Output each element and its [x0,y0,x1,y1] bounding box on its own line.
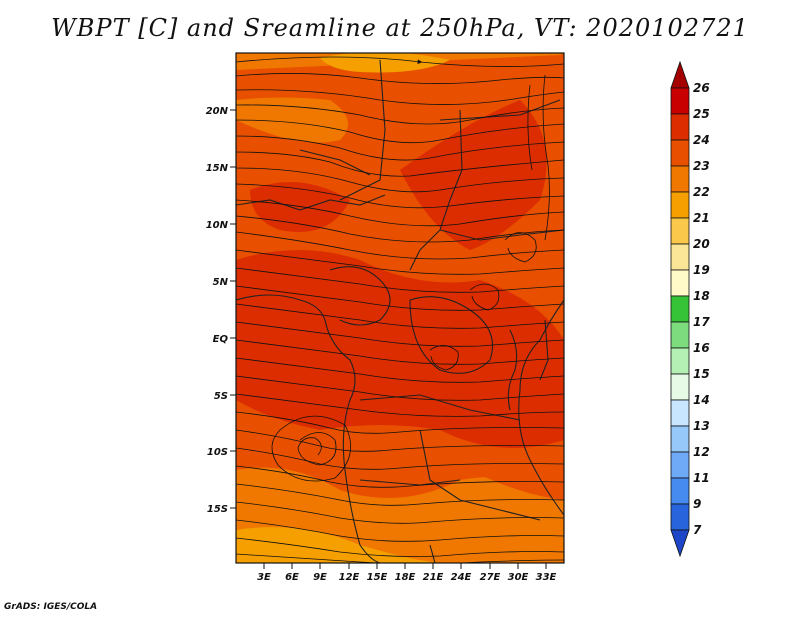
colorbar-segment [670,373,690,401]
wbpt-region-southwest [236,527,440,563]
page-title: WBPT [C] and Sreamline at 250hPa, VT: 20… [51,14,749,42]
lon-tick-21e: 21E [423,572,444,583]
lon-axis: 3E 6E 9E 12E 15E 18E 21E 24E 27E 30E 33E [257,563,557,583]
colorbar-segment [670,191,690,219]
colorbar-label: 26 [693,81,710,95]
colorbar-segment [670,529,690,558]
colorbar-label: 12 [693,445,710,459]
colorbar-segment [670,269,690,297]
colorbar-label: 20 [693,237,710,251]
lat-axis: 20N 15N 10N 5N EQ 5S 10S 15S [206,106,236,515]
colorbar-label: 24 [693,133,710,147]
colorbar-label: 15 [693,367,710,381]
colorbar-labels: 26 25 24 23 22 21 20 19 18 17 16 15 14 13 12 11 9 7 [693,81,710,537]
colorbar-label: 11 [693,471,710,485]
wbpt-region-westcoast [250,182,350,232]
colorbar-label: 25 [693,107,710,121]
wbpt-region-north-peak [320,53,450,73]
colorbar-segment [670,477,690,505]
lat-tick-15n: 15N [206,163,229,174]
colorbar-label: 18 [693,289,710,303]
colorbar-segment [670,425,690,453]
lat-tick-15s: 15S [207,504,228,515]
lon-tick-18e: 18E [395,572,416,583]
colorbar-segment [670,321,690,349]
lon-tick-6e: 6E [285,572,299,583]
colorbar-label: 17 [693,315,710,329]
colorbar-segment [670,87,690,115]
colorbar: 26 25 24 23 22 21 20 19 18 17 16 15 14 13 12 11 9 7 [670,60,710,558]
colorbar-label: 22 [693,185,710,199]
map-frame [235,52,565,564]
lat-tick-10n: 10N [206,220,229,231]
colorbar-segment [670,503,690,531]
lat-tick-10s: 10S [207,447,228,458]
colorbar-segment [670,165,690,193]
wbpt-region-equatorial [236,250,564,448]
colorbar-segment [670,243,690,271]
colorbar-segment [670,60,690,89]
colorbar-label: 9 [693,497,701,511]
lon-tick-27e: 27E [480,572,501,583]
lon-tick-33e: 33E [536,572,557,583]
colorbar-label: 14 [693,393,710,407]
colorbar-segments [670,60,690,558]
lat-tick-20n: 20N [206,106,229,117]
colorbar-label: 21 [693,211,710,225]
colorbar-segment [670,139,690,167]
colorbar-segment [670,217,690,245]
lon-tick-9e: 9E [313,572,327,583]
colorbar-segment [670,347,690,375]
colorbar-segment [670,451,690,479]
grads-credit: GrADS: IGES/COLA [4,602,98,612]
streamlines [236,56,564,563]
lon-tick-30e: 30E [508,572,529,583]
lat-tick-5n: 5N [213,277,229,288]
colorbar-label: 7 [693,523,702,537]
colorbar-label: 23 [693,159,710,173]
colorbar-segment [670,399,690,427]
lon-tick-24e: 24E [451,572,472,583]
lon-tick-15e: 15E [367,572,388,583]
colorbar-label: 13 [693,419,710,433]
wbpt-region-sahel [400,100,547,250]
lon-tick-3e: 3E [257,572,271,583]
colorbar-label: 16 [693,341,710,355]
lon-tick-12e: 12E [339,572,360,583]
colorbar-segment [670,295,690,323]
lat-tick-5s: 5S [214,391,228,402]
lat-tick-eq: EQ [213,334,229,345]
colorbar-segment [670,113,690,141]
colorbar-label: 19 [693,263,710,277]
